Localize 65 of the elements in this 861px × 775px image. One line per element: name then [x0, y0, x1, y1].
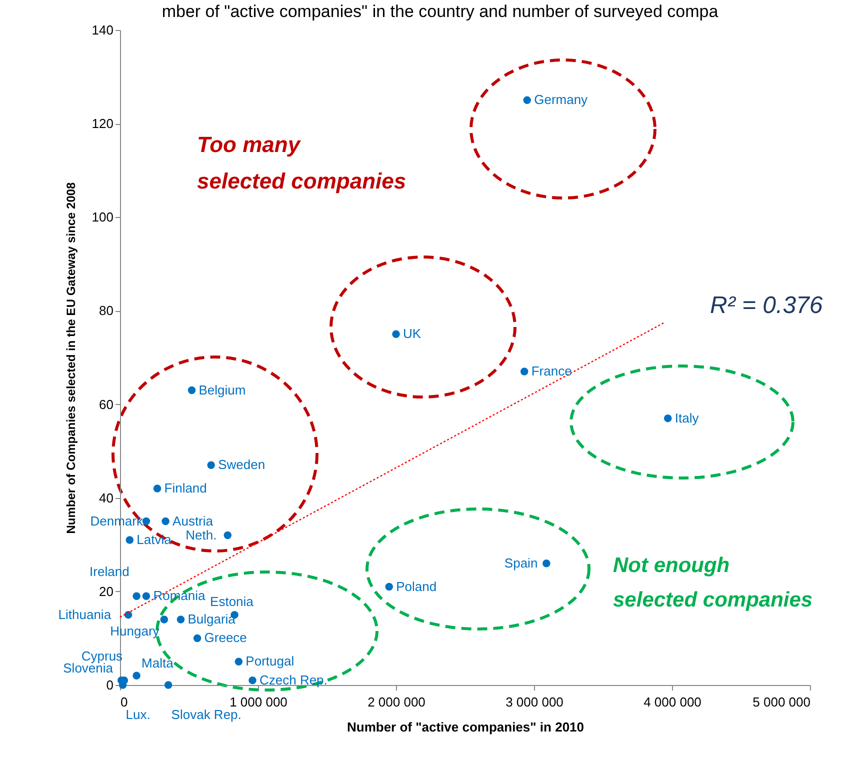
annotation: Not enough selected companies: [613, 554, 813, 612]
series-label: Ireland: [90, 564, 130, 580]
point: [664, 414, 672, 422]
point: [234, 658, 243, 666]
series-label: Denmark: [90, 513, 144, 528]
y-tick-label: 20: [99, 584, 114, 599]
point: [153, 484, 162, 492]
series-label: Bulgaria: [188, 612, 236, 626]
x-tick-label: 0: [120, 694, 128, 710]
point: [224, 531, 232, 540]
series-label: Lithuania: [58, 606, 112, 622]
series-label: Czech Rep.: [259, 672, 328, 688]
annotation: R² = 0.376: [710, 292, 824, 319]
point: [160, 616, 168, 624]
point: [124, 610, 132, 619]
point: [248, 676, 256, 684]
series-label: Finland: [164, 480, 207, 496]
annotation: Too many selected companies: [197, 132, 406, 194]
y-tick-label: 140: [92, 22, 114, 38]
series-label: Italy: [674, 410, 700, 426]
series-label: Lux.: [126, 707, 150, 722]
x-tick-label: 3 000 000: [506, 694, 564, 710]
series-label: Hungary: [110, 624, 160, 638]
point: [520, 368, 528, 376]
x-axis-title: Number of "active companies" in 2010: [346, 720, 584, 734]
x-tick-label: 5 000 000: [752, 694, 810, 710]
series-label: Poland: [396, 578, 437, 594]
chart-title: mber of "active companies" in the country and number of surveyed compa: [162, 2, 719, 21]
y-tick-label: 80: [99, 303, 114, 318]
y-axis-title: Number of Companies selected in the EU Gateway since 2008: [64, 182, 78, 534]
point: [542, 559, 550, 568]
point: [523, 96, 531, 104]
x-tick-label: 1 000 000: [230, 694, 288, 710]
series-label: Malta: [142, 656, 174, 671]
series-label: Germany: [534, 92, 588, 108]
point: [142, 592, 150, 600]
point: [193, 634, 202, 642]
series-label: UK: [403, 326, 422, 342]
series-label: Belgium: [198, 382, 246, 398]
point: [132, 672, 140, 680]
point: [176, 616, 185, 624]
x-tick-label: 2 000 000: [368, 694, 426, 710]
y-tick-label: 60: [99, 396, 114, 412]
y-tick-label: 120: [92, 116, 114, 132]
series-label: Portugal: [246, 654, 294, 669]
series-label: Slovak Rep.: [171, 707, 242, 722]
point: [164, 681, 172, 689]
series-label: Austria: [172, 513, 214, 528]
point: [207, 461, 215, 469]
point: [385, 582, 393, 591]
series-label: Spain: [504, 555, 538, 570]
point: [188, 386, 196, 394]
point: [392, 330, 400, 338]
point: [126, 536, 134, 544]
y-tick-label: 100: [92, 210, 114, 225]
y-tick-label: 40: [99, 490, 114, 506]
point: [132, 592, 140, 600]
series-label: Greece: [204, 630, 247, 646]
x-tick-label: 4 000 000: [644, 694, 702, 710]
series-label: France: [531, 364, 572, 379]
y-tick-label: 0: [106, 678, 114, 692]
series-label: Sweden: [218, 457, 266, 472]
series-label: Neth.: [186, 527, 217, 542]
series-label: Estonia: [210, 594, 254, 609]
point: [162, 517, 170, 526]
